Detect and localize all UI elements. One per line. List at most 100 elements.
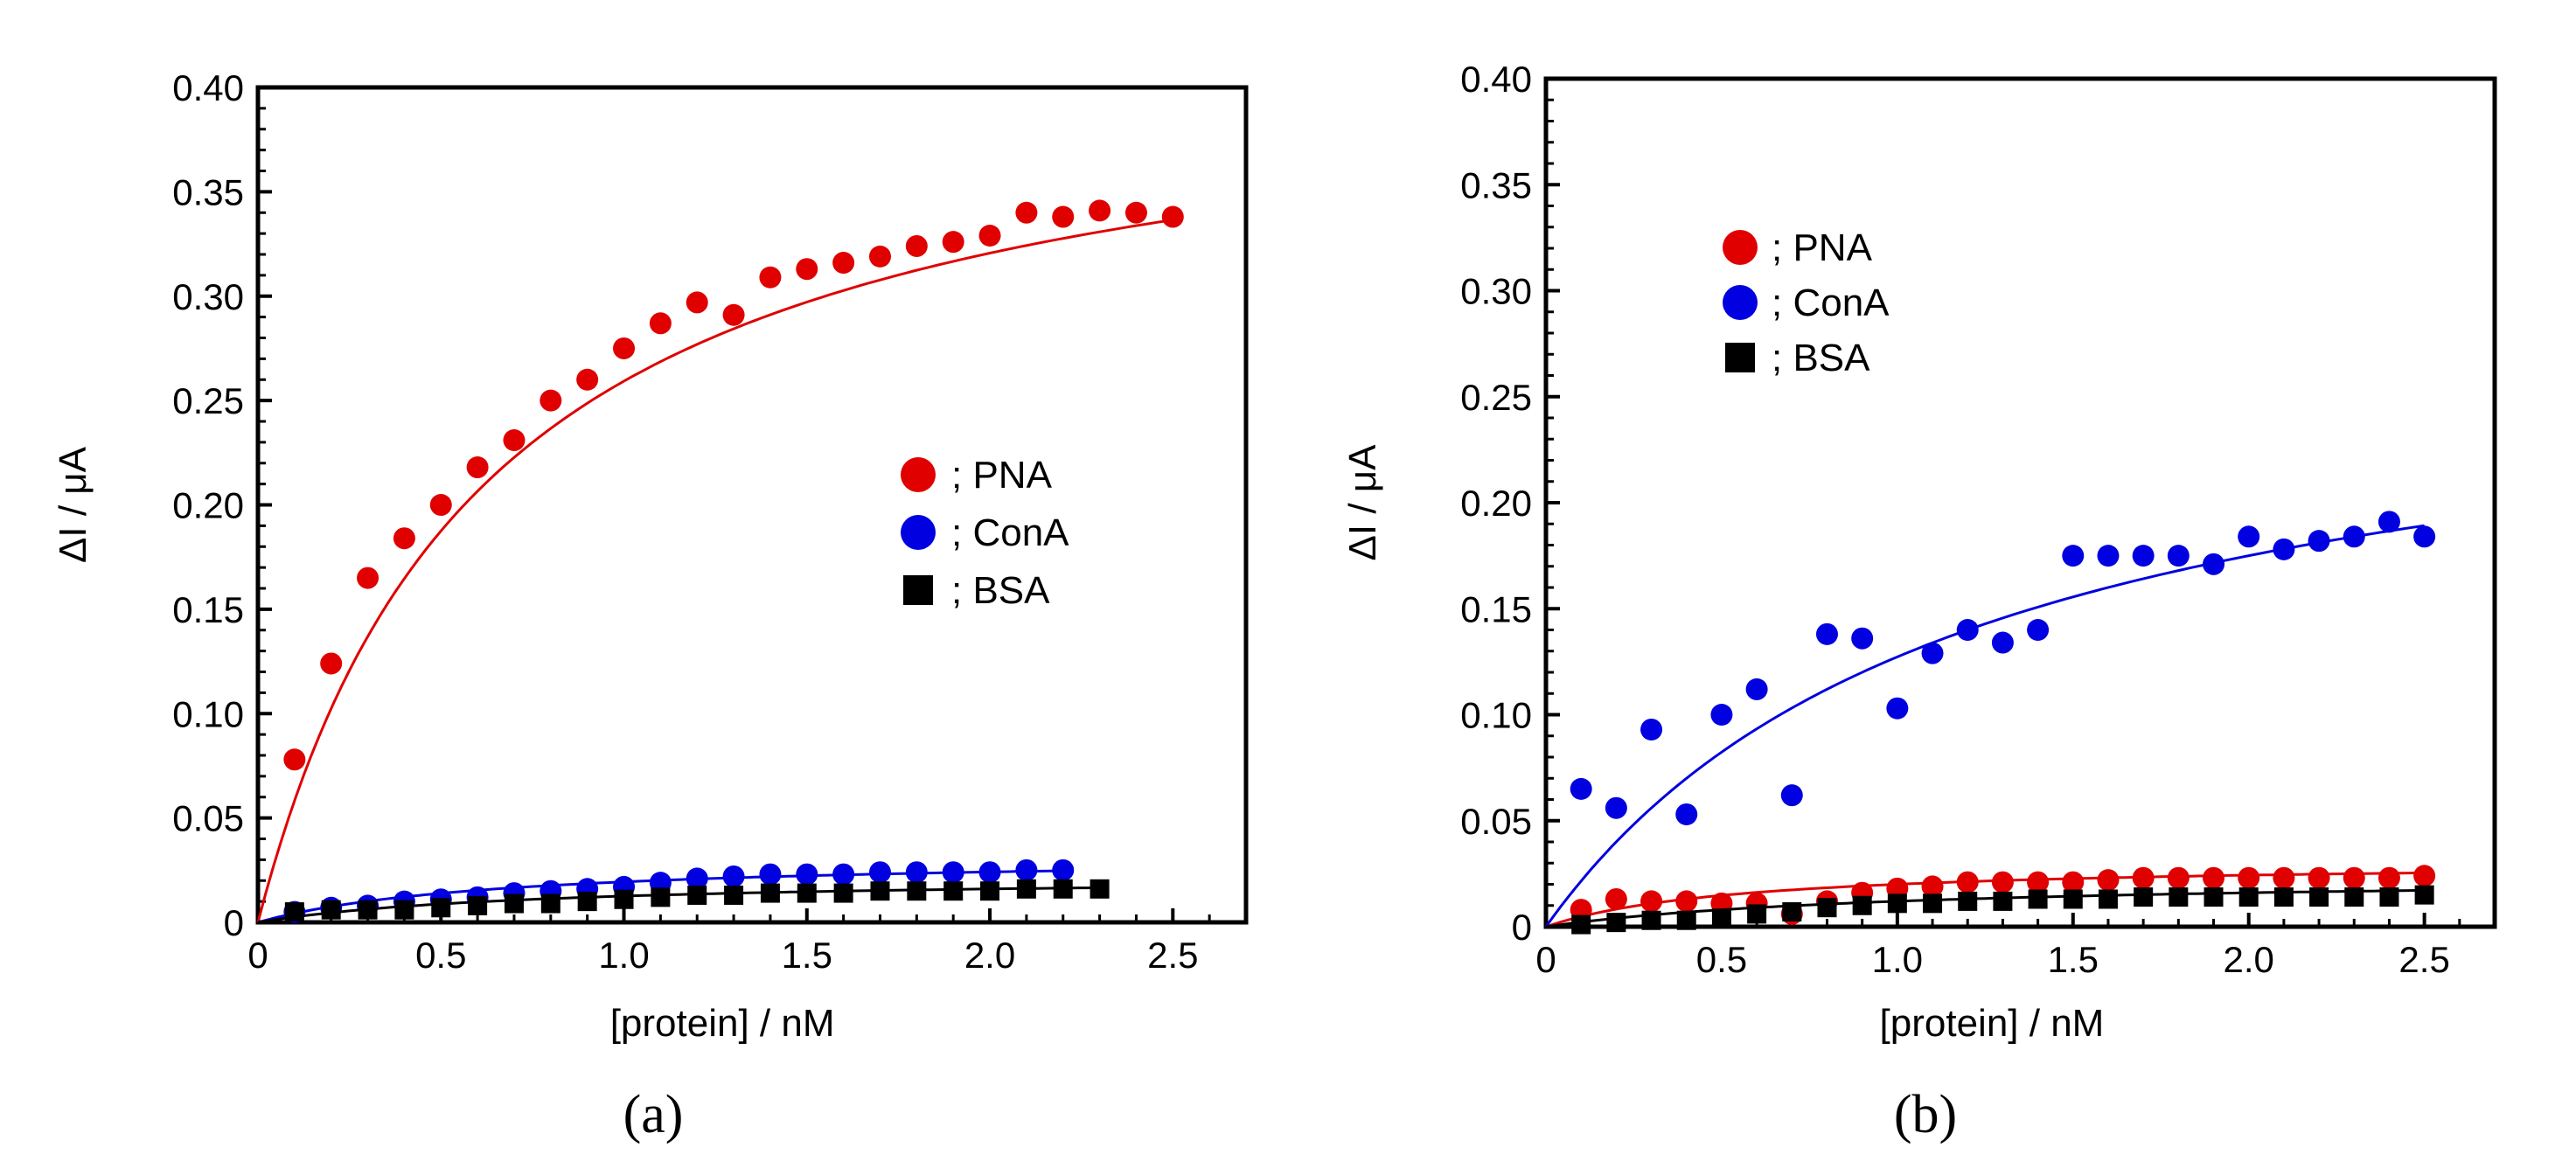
data-point-bsa — [2063, 889, 2083, 909]
x-tick-label: 1.0 — [598, 935, 649, 976]
legend-label-cona: ; ConA — [951, 511, 1069, 554]
x-tick-label: 0 — [247, 935, 268, 976]
panel-label: (a) — [623, 1085, 684, 1144]
data-point-pna — [1015, 201, 1038, 224]
data-point-pna — [2027, 871, 2050, 893]
data-point-pna — [2097, 869, 2120, 892]
data-point-pna — [1991, 871, 2014, 893]
data-point-pna — [2167, 866, 2190, 889]
data-point-bsa — [2309, 887, 2329, 907]
data-point-bsa — [2379, 887, 2399, 907]
data-point-bsa — [1782, 902, 1802, 922]
data-point-cona — [2413, 525, 2436, 548]
data-point-bsa — [943, 881, 964, 901]
y-tick-label: 0.35 — [1460, 164, 1532, 205]
data-point-pna — [1640, 890, 1663, 913]
data-point-pna — [2273, 866, 2295, 889]
data-point-pna — [613, 337, 636, 359]
y-tick-label: 0.40 — [172, 67, 244, 108]
data-point-bsa — [2344, 887, 2364, 907]
y-tick-label: 0.15 — [1460, 588, 1532, 629]
data-point-pna — [832, 252, 855, 275]
data-point-pna — [503, 428, 526, 451]
y-tick-label: 0.40 — [1460, 59, 1532, 100]
data-point-pna — [466, 456, 489, 479]
data-point-pna — [2413, 865, 2436, 887]
data-point-bsa — [2204, 887, 2224, 907]
data-point-bsa — [504, 893, 524, 914]
data-point-bsa — [1676, 910, 1696, 930]
data-point-pna — [978, 225, 1001, 247]
data-point-cona — [2273, 538, 2295, 560]
data-point-cona — [978, 861, 1001, 884]
data-point-bsa — [687, 885, 707, 905]
data-point-bsa — [870, 881, 890, 901]
data-point-bsa — [358, 900, 378, 920]
data-point-pna — [2308, 866, 2330, 889]
data-point-bsa — [1923, 893, 1943, 914]
data-point-bsa — [577, 892, 597, 912]
data-point-pna — [868, 245, 891, 268]
y-tick-label: 0.20 — [1460, 483, 1532, 524]
panel-label: (b) — [1894, 1085, 1957, 1144]
data-point-bsa — [1993, 891, 2013, 911]
data-point-cona — [1851, 627, 1874, 650]
data-point-bsa — [833, 883, 853, 903]
data-point-bsa — [2414, 885, 2434, 905]
data-point-cona — [1815, 622, 1838, 645]
legend: ; PNA ; ConA ; BSA — [901, 454, 1069, 612]
data-point-pna — [576, 368, 599, 391]
data-point-pna — [722, 303, 745, 326]
data-point-bsa — [1887, 893, 1907, 914]
data-point-bsa — [2169, 887, 2189, 907]
data-point-bsa — [2273, 887, 2294, 907]
data-point-pna — [2132, 866, 2155, 889]
data-point-bsa — [614, 889, 634, 909]
legend-marker-pna — [1723, 230, 1758, 265]
data-point-pna — [759, 266, 782, 289]
data-point-bsa — [394, 900, 414, 920]
legend-marker-pna — [901, 457, 936, 492]
data-point-pna — [357, 567, 379, 589]
data-point-bsa — [1817, 898, 1837, 918]
data-point-pna — [1052, 205, 1075, 228]
y-tick-label: 0.15 — [172, 589, 244, 630]
data-point-bsa — [1053, 879, 1073, 899]
x-tick-label: 0.5 — [415, 935, 466, 976]
data-point-pna — [283, 748, 306, 771]
x-axis-label: [protein] / nM — [610, 1002, 835, 1045]
data-point-bsa — [431, 898, 451, 918]
data-point-bsa — [1852, 895, 1872, 915]
data-point-cona — [1710, 704, 1733, 726]
data-point-cona — [905, 861, 928, 884]
data-point-cona — [2238, 525, 2260, 548]
data-point-cona — [1605, 796, 1627, 819]
legend: ; PNA ; ConA ; BSA — [1723, 226, 1890, 379]
legend-label-cona: ; ConA — [1772, 282, 1890, 324]
x-tick-label: 1.5 — [782, 935, 832, 976]
y-tick-label: 0.05 — [1460, 801, 1532, 842]
y-tick-label: 0.10 — [172, 693, 244, 734]
data-point-cona — [1921, 642, 1944, 664]
x-tick-label: 0.5 — [1696, 939, 1747, 980]
data-point-bsa — [1090, 879, 1110, 899]
y-tick-label: 0.20 — [172, 485, 244, 526]
x-tick-label: 1.0 — [1872, 939, 1923, 980]
data-point-bsa — [1016, 879, 1036, 899]
legend-label-pna: ; PNA — [951, 454, 1053, 497]
x-tick-label: 1.5 — [2048, 939, 2099, 980]
data-point-cona — [1640, 718, 1663, 740]
data-point-bsa — [760, 883, 780, 903]
data-point-cona — [2027, 619, 2050, 641]
data-point-bsa — [980, 881, 1000, 901]
data-point-pna — [2343, 866, 2365, 889]
data-point-pna — [1605, 887, 1627, 910]
y-tick-label: 0 — [224, 902, 244, 943]
data-point-pna — [942, 231, 964, 254]
data-point-bsa — [1711, 908, 1731, 928]
data-point-cona — [1745, 678, 1768, 700]
data-point-pna — [1089, 199, 1111, 222]
x-tick-label: 2.5 — [1147, 935, 1198, 976]
data-point-cona — [2203, 553, 2225, 575]
